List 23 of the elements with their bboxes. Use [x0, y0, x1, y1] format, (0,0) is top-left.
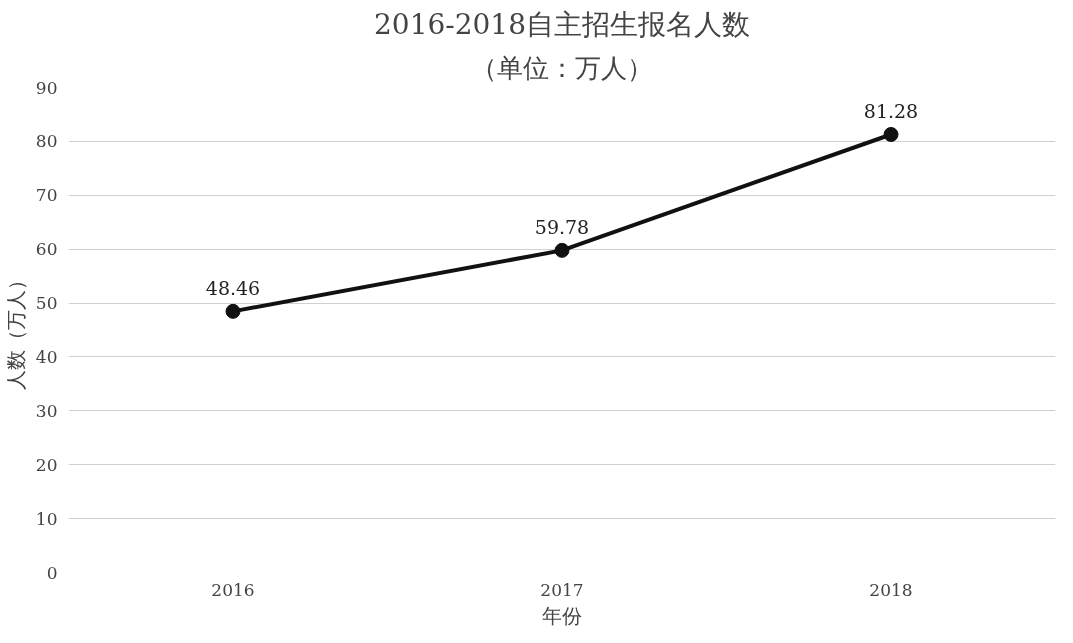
- y-tick-label: 40: [35, 346, 58, 367]
- data-label: 48.46: [205, 277, 261, 300]
- y-axis-title: 人数（万人）: [3, 270, 28, 390]
- data-label: 81.28: [863, 100, 919, 123]
- y-tick-label: 60: [35, 239, 58, 260]
- y-tick-label: 80: [35, 131, 58, 152]
- y-tick-label: 30: [35, 400, 58, 421]
- y-tick-label: 20: [35, 454, 58, 475]
- chart-subtitle: （单位：万人）: [471, 52, 653, 83]
- point: [883, 127, 899, 142]
- x-axis-title: 年份: [542, 603, 582, 628]
- x-tick-label: 2016: [211, 579, 255, 600]
- point: [225, 303, 241, 319]
- x-tick-label: 2017: [540, 579, 584, 600]
- y-tick-label: 70: [35, 185, 58, 206]
- y-tick-label: 10: [35, 508, 58, 529]
- point: [554, 242, 570, 258]
- y-tick-label: 0: [46, 562, 58, 583]
- y-tick-label: 50: [35, 293, 58, 314]
- chart-title: 2016-2018自主招生报名人数: [374, 7, 750, 41]
- data-label: 59.78: [534, 216, 590, 239]
- x-tick-label: 2018: [869, 579, 913, 600]
- y-tick-label: 90: [35, 77, 58, 98]
